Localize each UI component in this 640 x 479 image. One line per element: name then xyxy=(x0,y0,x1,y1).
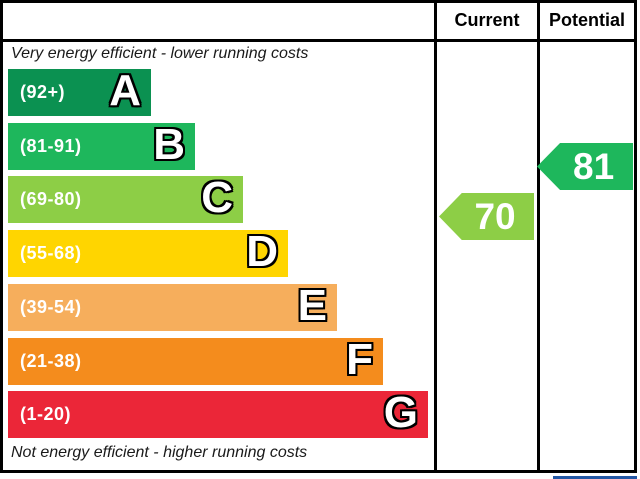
current-rating-value: 70 xyxy=(474,195,516,237)
band-c: (69-80) C xyxy=(8,172,243,223)
potential-column-header: Potential xyxy=(548,10,625,30)
band-e: (39-54) E xyxy=(8,280,337,331)
potential-column-divider xyxy=(537,0,540,473)
band-letter: F xyxy=(346,334,373,384)
band-letter: E xyxy=(297,280,327,330)
band-range-label: (81-91) xyxy=(20,136,82,156)
band-b: (81-91) B xyxy=(8,119,195,170)
band-range-label: (39-54) xyxy=(20,297,82,317)
band-range-label: (92+) xyxy=(20,82,66,102)
band-letter: G xyxy=(383,387,418,437)
bottom-caption: Not energy efficient - higher running co… xyxy=(11,444,308,461)
band-range-label: (21-38) xyxy=(20,351,82,371)
band-a: (92+) A xyxy=(8,65,151,116)
current-rating-arrow: 70 xyxy=(439,193,534,240)
potential-rating-value: 81 xyxy=(573,145,615,187)
top-caption: Very energy efficient - lower running co… xyxy=(11,45,309,62)
band-f: (21-38) F xyxy=(8,334,383,385)
header-row-divider xyxy=(0,39,637,42)
band-range-label: (55-68) xyxy=(20,243,82,263)
current-column-header: Current xyxy=(454,10,520,30)
band-g: (1-20) G xyxy=(8,387,428,438)
band-letter: C xyxy=(201,172,233,222)
potential-rating-arrow: 81 xyxy=(537,143,633,190)
band-range-label: (69-80) xyxy=(20,189,82,209)
band-range-label: (1-20) xyxy=(20,404,72,424)
band-letter: B xyxy=(153,119,185,169)
cropped-element-top-edge xyxy=(553,476,637,479)
band-letter: A xyxy=(109,65,141,115)
band-letter: D xyxy=(246,226,278,276)
current-column-divider xyxy=(434,0,437,473)
band-d: (55-68) D xyxy=(8,226,288,277)
